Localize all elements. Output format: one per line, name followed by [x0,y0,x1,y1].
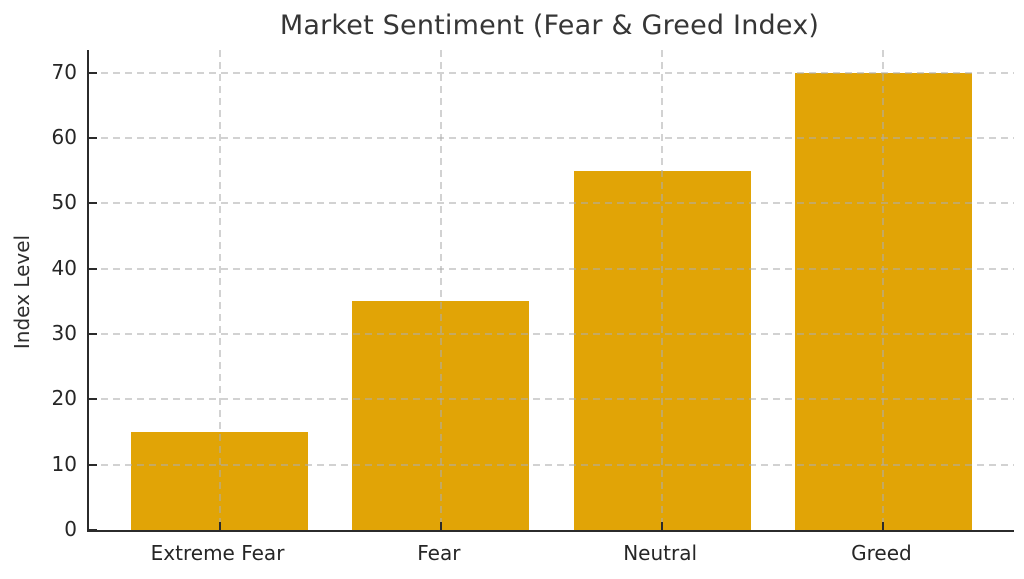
y-tick-mark [89,398,97,401]
x-tick-mark [882,522,885,530]
plot-area [87,50,1014,532]
x-tick-mark [218,522,221,530]
y-tick-mark [89,529,97,531]
y-tick-mark [89,267,97,270]
y-tick-mark [89,333,97,336]
y-tick-mark [89,71,97,74]
y-tick-label: 30 [51,321,77,346]
x-tick-label: Greed [851,541,912,565]
x-tick-label: Fear [417,541,461,565]
y-tick-mark [89,137,97,140]
y-tick-label: 70 [51,59,77,84]
y-tick-label: 60 [51,125,77,150]
x-tick-mark [661,522,664,530]
chart-title: Market Sentiment (Fear & Greed Index) [279,10,820,41]
y-tick-mark [89,463,97,466]
y-tick-label: 10 [51,451,77,476]
bar-greed [794,72,972,530]
y-tick-label: 50 [51,190,77,215]
y-tick-label: 0 [64,517,77,541]
bar-fear [352,301,530,530]
y-axis-label: Index Level [10,234,34,350]
x-tick-mark [439,522,442,530]
y-tick-mark [89,202,97,205]
bar-extreme-fear [131,432,309,530]
y-tick-label: 40 [51,255,77,280]
y-tick-label: 20 [51,386,77,411]
x-tick-label: Extreme Fear [150,541,285,565]
bar-neutral [573,170,751,530]
x-tick-label: Neutral [623,541,698,565]
